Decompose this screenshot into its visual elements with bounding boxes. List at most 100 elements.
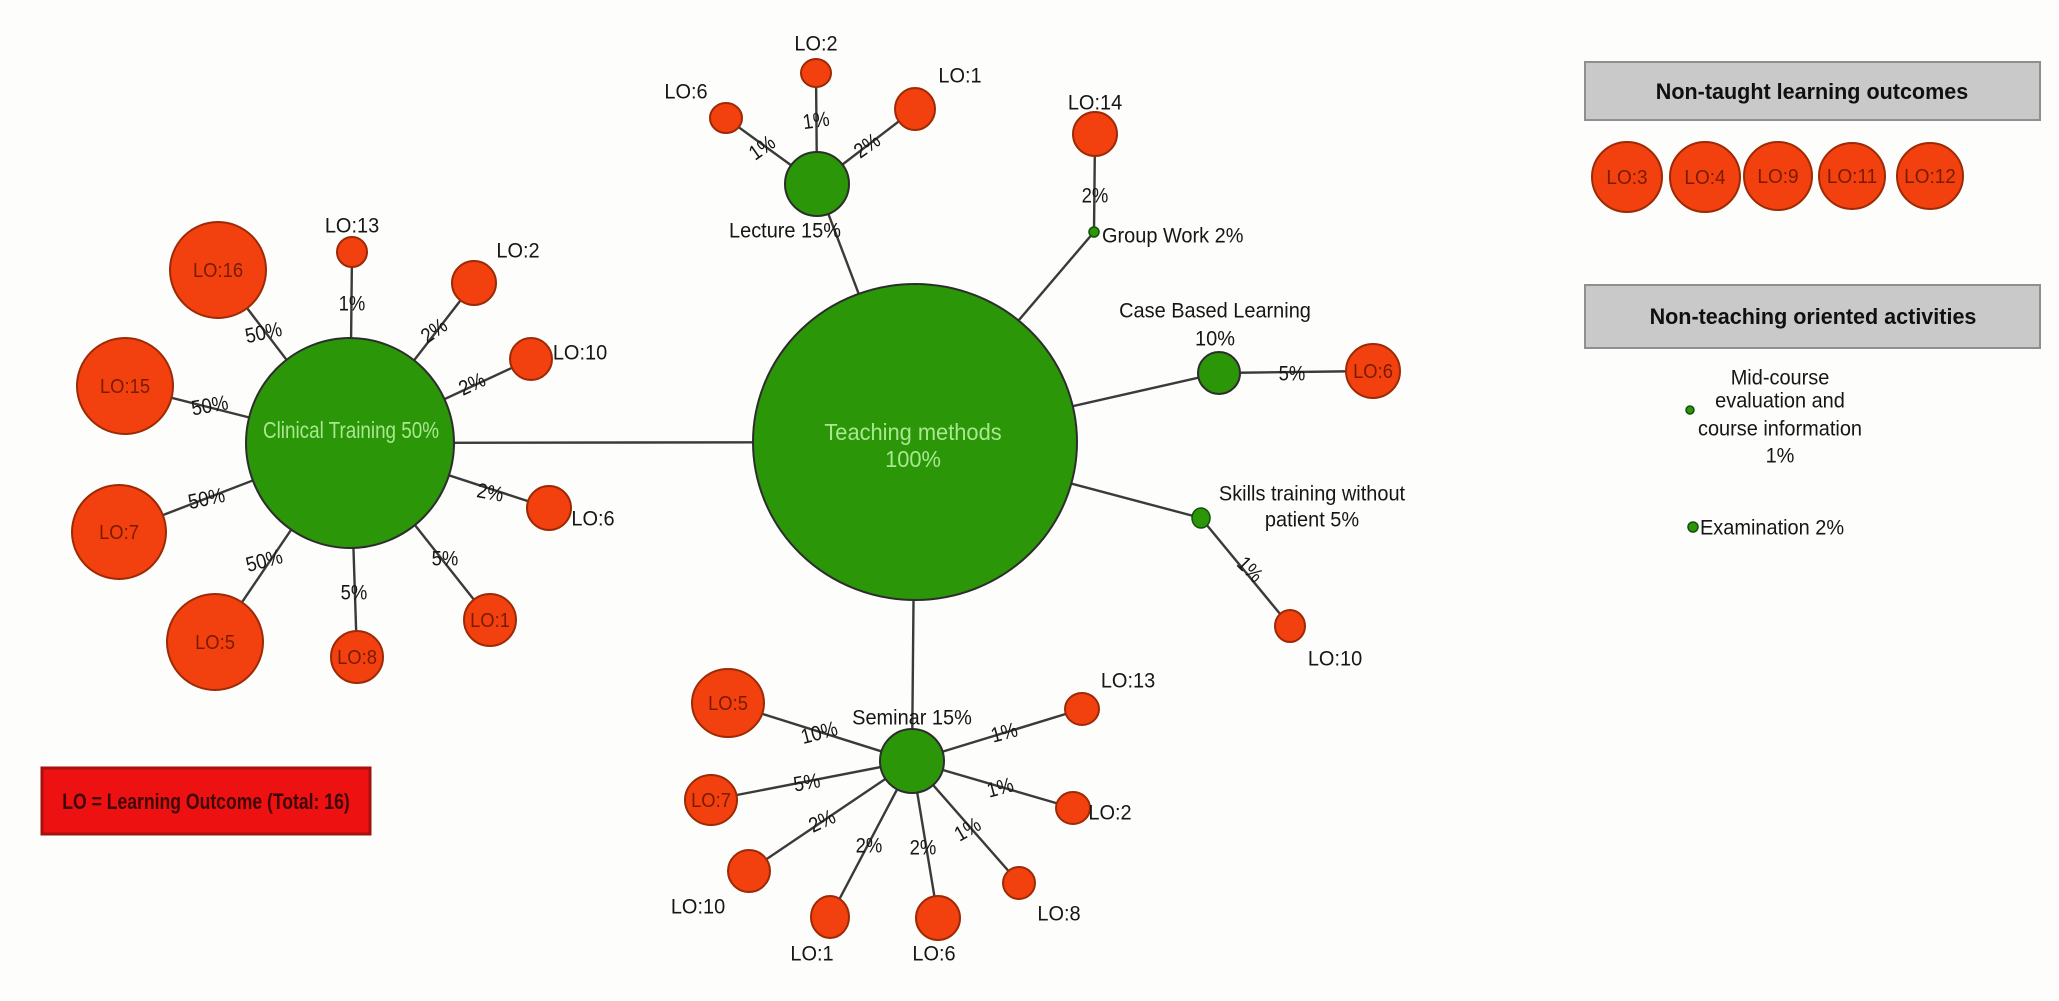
examination-dot: [1687, 521, 1699, 533]
node-seminar: [879, 728, 945, 794]
label-gw: Group Work 2%: [1102, 224, 1243, 248]
label-ct-lo6: LO:6: [571, 507, 614, 531]
edge-label-ct-ct-lo13: 1%: [339, 292, 366, 315]
node-cbl-lo6: [1345, 343, 1401, 399]
node-sem-lo10: [727, 849, 771, 893]
node-lecture: [784, 151, 850, 217]
edge-label-ct-ct-lo7: 50%: [186, 484, 227, 515]
label-tm-line2: 100%: [885, 447, 941, 473]
node-sem-lo7: [684, 774, 738, 826]
label-ct-lo15: LO:15: [100, 376, 150, 398]
label-cbl-lo6: LO:6: [1353, 361, 1393, 383]
non-taught-lo9: [1743, 141, 1813, 211]
node-gw: [1088, 226, 1100, 238]
label-sem-lo7: LO:7: [691, 790, 731, 812]
edge-skills-sk-lo10: [1200, 517, 1291, 627]
edge-label-cbl-cbl-lo6: 5%: [1279, 362, 1306, 385]
label-non-taught-lo12: LO:12: [1904, 166, 1956, 189]
label-lec-lo6: LO:6: [664, 80, 707, 104]
node-sem-lo1: [810, 895, 850, 939]
label-ct-lo2: LO:2: [496, 239, 539, 263]
node-ct-lo8: [330, 630, 384, 684]
node-ct-lo10: [509, 337, 553, 381]
legend-label: LO = Learning Outcome (Total: 16): [62, 790, 349, 814]
label-lec-lo1: LO:1: [938, 64, 981, 88]
label-sem-lo1: LO:1: [790, 942, 833, 966]
node-sem-lo2: [1055, 791, 1091, 825]
mid-course-evaluation-line2: evaluation and: [1715, 389, 1845, 413]
edge-label-ct-ct-lo16: 50%: [243, 318, 284, 349]
non-taught-lo4: [1669, 141, 1741, 213]
label-ct-lo10: LO:10: [553, 341, 607, 365]
edge-label-ct-ct-lo5: 50%: [243, 545, 285, 577]
non-taught-items: LO:3 LO:4 LO:9 LO:11 LO:12: [1591, 141, 1964, 213]
label-tm-line1: Teaching methods: [824, 420, 1001, 446]
label-cbl-line1: Case Based Learning: [1119, 299, 1311, 323]
edge-seminar-sem-lo7: [710, 759, 913, 802]
legend-box: [40, 766, 372, 836]
non-taught-title: Non-taught learning outcomes: [1656, 79, 1968, 104]
node-ct-lo5: [166, 593, 264, 691]
mid-course-evaluation-line1: Mid-course: [1731, 366, 1830, 390]
label-lec-lo2: LO:2: [794, 32, 837, 56]
non-teaching-header-box: [1584, 284, 2041, 349]
label-gw-lo14: LO:14: [1068, 91, 1122, 115]
nodes-layer: [71, 58, 1401, 941]
label-ct-lo8: LO:8: [337, 647, 377, 669]
label-ct-lo16: LO:16: [193, 260, 243, 282]
edge-label-seminar-sem-lo2: 1%: [984, 773, 1016, 802]
label-sem-lo13: LO:13: [1101, 669, 1155, 693]
node-ct-lo1: [463, 593, 517, 647]
label-sem-lo8: LO:8: [1037, 902, 1080, 926]
non-taught-header-box: [1584, 61, 2041, 121]
edge-label-seminar-sem-lo6: 2%: [910, 836, 937, 859]
node-lec-lo2: [800, 58, 832, 88]
mid-course-evaluation-line4: 1%: [1766, 444, 1795, 468]
node-sem-lo8: [1002, 866, 1036, 900]
edge-label-seminar-sem-lo10: 2%: [805, 805, 839, 837]
label-ct-lo5: LO:5: [195, 632, 235, 654]
non-taught-lo12: [1896, 142, 1964, 210]
non-taught-lo11: [1818, 142, 1886, 210]
node-sem-lo6: [915, 895, 961, 941]
label-lecture: Lecture 15%: [729, 219, 841, 243]
label-ct-lo13: LO:13: [325, 214, 379, 238]
node-ct-lo13: [336, 236, 368, 268]
label-skills-line1: Skills training without: [1219, 482, 1405, 506]
label-ct-lo7: LO:7: [99, 522, 139, 544]
node-sk-lo10: [1274, 609, 1306, 643]
label-skills-line2: patient 5%: [1265, 508, 1359, 532]
node-skills: [1191, 507, 1211, 529]
edge-label-lecture-lec-lo1: 2%: [850, 129, 885, 163]
node-ct-lo6: [526, 485, 572, 531]
edge-label-seminar-sem-lo5: 10%: [798, 717, 840, 749]
panel-non-taught: Non-taught learning outcomes LO:3 LO:4 LO:…: [1584, 61, 2041, 213]
node-ct-lo7: [71, 484, 167, 580]
node-cbl: [1197, 351, 1241, 395]
edge-label-ct-ct-lo6: 2%: [475, 479, 505, 507]
edge-label-ct-ct-lo1: 5%: [432, 547, 459, 570]
edge-label-seminar-sem-lo13: 1%: [988, 718, 1020, 747]
edge-label-ct-ct-lo8: 5%: [341, 581, 368, 604]
edge-label-skills-sk-lo10: 1%: [1232, 552, 1267, 587]
label-non-taught-lo9: LO:9: [1757, 166, 1798, 189]
edge-label-seminar-sem-lo7: 5%: [792, 769, 822, 797]
edge-label-seminar-sem-lo8: 1%: [950, 813, 985, 847]
edge-label-ct-ct-lo15: 50%: [190, 391, 230, 420]
edge-label-seminar-sem-lo1: 2%: [856, 834, 883, 857]
label-non-taught-lo4: LO:4: [1684, 167, 1725, 190]
label-sem-lo5: LO:5: [708, 693, 748, 715]
examination-line1: Examination 2%: [1700, 516, 1844, 540]
node-ct-lo2: [451, 260, 497, 306]
node-sem-lo5: [691, 668, 765, 738]
label-seminar: Seminar 15%: [852, 706, 972, 730]
label-sem-lo2: LO:2: [1088, 801, 1131, 825]
node-lec-lo6: [709, 102, 743, 134]
mid-course-evaluation-line3: course information: [1698, 417, 1862, 441]
mid-course-evaluation-dot: [1685, 405, 1695, 415]
node-ct-lo16: [169, 221, 267, 319]
label-sem-lo6: LO:6: [912, 942, 955, 966]
